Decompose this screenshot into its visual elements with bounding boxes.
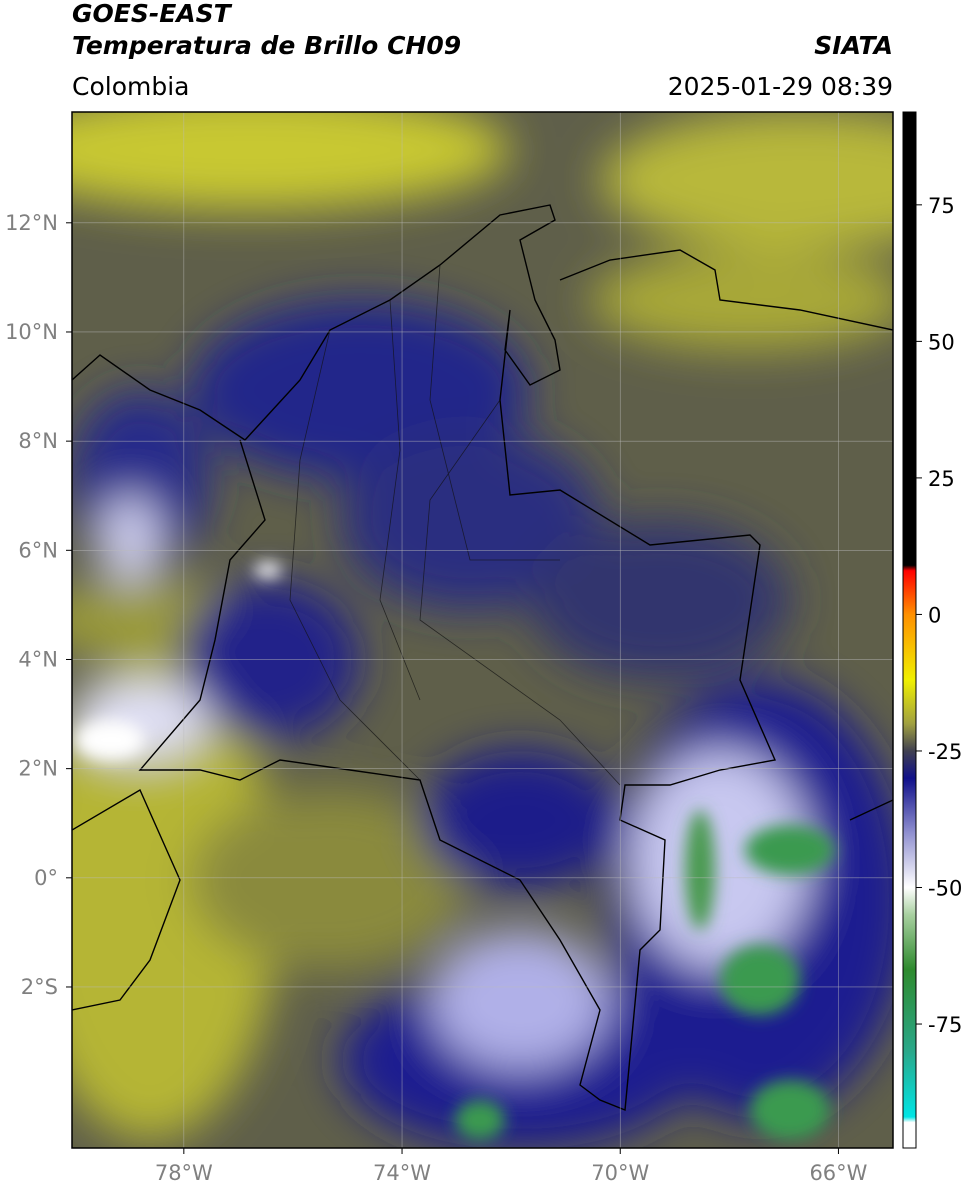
- region: Colombia: [72, 72, 189, 101]
- x-tick-label: 70°W: [591, 1161, 649, 1185]
- x-tick-label: 74°W: [373, 1161, 431, 1185]
- colorbar-tick-label: 0: [928, 603, 941, 627]
- satellite-image: [72, 112, 893, 1148]
- y-tick-label: 12°N: [5, 211, 58, 235]
- colorbar-tick-label: 75: [928, 194, 955, 218]
- source: SIATA: [814, 31, 893, 60]
- coastlines: [72, 204, 893, 1111]
- y-tick-label: 8°N: [18, 429, 58, 453]
- colorbar-tick-label: -75: [928, 1013, 962, 1037]
- colorbar-tick-label: 50: [928, 330, 955, 354]
- colorbar: 75 50 25 0 -25 -50 -75: [902, 111, 962, 1149]
- y-tick-label: 10°N: [5, 320, 58, 344]
- title: GOES-EAST: [72, 0, 233, 28]
- subtitle: Temperatura de Brillo CH09: [72, 31, 461, 60]
- y-tick-label: 0°: [34, 866, 58, 890]
- x-tick-label: 78°W: [155, 1161, 213, 1185]
- colorbar-fill: [902, 111, 917, 1149]
- colorbar-tick-label: 25: [928, 467, 955, 491]
- y-tick-label: 2°S: [21, 975, 58, 999]
- x-tick-label: 66°W: [809, 1161, 867, 1185]
- y-tick-label: 6°N: [18, 538, 58, 562]
- grid: [72, 112, 893, 1148]
- map-frame: [71, 111, 894, 1149]
- y-tick-label: 2°N: [18, 757, 58, 781]
- y-tick-label: 4°N: [18, 647, 58, 671]
- colorbar-tick-label: -25: [928, 740, 962, 764]
- datetime: 2025-01-29 08:39: [668, 72, 893, 101]
- colorbar-tick-label: -50: [928, 876, 962, 900]
